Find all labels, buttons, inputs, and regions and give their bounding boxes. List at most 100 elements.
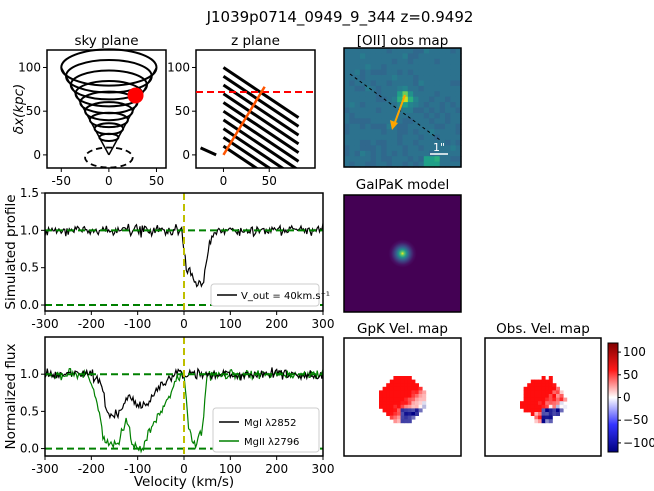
z-plane-slab: [222, 74, 300, 128]
gpk-vel-map-pixel: [389, 408, 394, 413]
oii-map-pixel: [455, 112, 462, 119]
oii-map-pixel: [365, 123, 372, 130]
colorbar-tick-label: 0: [623, 391, 631, 405]
oii-map-pixel: [402, 118, 409, 125]
oii-map-pixel: [434, 91, 441, 98]
obs-vel-map-pixel: [556, 404, 560, 409]
oii-map-pixel: [413, 85, 420, 92]
gpk-vel-map-pixel: [415, 383, 419, 388]
oii-map-pixel: [397, 75, 404, 82]
sky-plane-ytick-label: 50: [26, 104, 41, 118]
oii-map-pixel: [445, 48, 451, 55]
oii-map-pixel: [375, 64, 382, 71]
normalized-flux-ylabel: Normalized flux: [3, 344, 19, 450]
oii-map-pixel: [359, 48, 366, 55]
simulated-profile-ytick-label: 1.5: [20, 186, 39, 200]
oii-map-pixel: [402, 145, 409, 152]
oii-map-pixel: [344, 102, 350, 109]
gpk-vel-map-pixel: [411, 390, 416, 395]
oii-map-pixel: [434, 145, 441, 152]
oii-map-pixel: [344, 161, 350, 168]
gpk-vel-map-pixel: [404, 376, 409, 380]
gpk-vel-map-pixel: [407, 383, 412, 388]
oii-map-pixel: [439, 112, 446, 119]
oii-map-pixel: [359, 118, 366, 125]
obs-vel-map-pixel: [538, 386, 542, 391]
oii-map-pixel: [375, 123, 382, 130]
obs-vel-map-pixel: [538, 383, 542, 388]
gpk-vel-map-pixel: [393, 383, 398, 388]
gpk-vel-map-pixel: [415, 408, 419, 413]
sky-plane-title: sky plane: [74, 33, 138, 49]
gpk-vel-map-pixel: [379, 397, 383, 402]
oii-map-pixel: [445, 156, 451, 163]
simulated-profile-xtick-label: -300: [31, 317, 58, 331]
gpk-vel-map-pixel: [404, 390, 409, 395]
oii-map-pixel: [349, 107, 356, 114]
simulated-profile-xtick-label: -200: [78, 317, 105, 331]
oii-map-pixel: [370, 118, 377, 125]
oii-map-pixel: [445, 102, 451, 109]
oii-map-pixel: [429, 112, 436, 119]
sky-plane-xtick-label: 50: [149, 174, 164, 188]
oii-map-pixel: [359, 112, 366, 119]
obs-vel-map-pixel: [538, 415, 542, 420]
oii-map-pixel: [349, 75, 356, 82]
oii-map-pixel: [386, 129, 393, 136]
oii-map-pixel: [397, 96, 404, 103]
gpk-vel-map-pixel: [415, 397, 419, 402]
oii-map-pixel: [349, 53, 356, 60]
oii-map-pixel: [429, 64, 436, 71]
obs-vel-map-pixel: [559, 404, 564, 409]
oii-map-pixel: [455, 64, 462, 71]
oii-map-pixel: [407, 58, 414, 65]
oii-map-pixel: [407, 64, 414, 71]
galpak-blob: [388, 239, 417, 268]
oii-map-pixel: [439, 145, 446, 152]
oii-map-pixel: [429, 53, 436, 60]
gpk-vel-map-pixel: [411, 412, 416, 416]
obs-vel-map-pixel: [534, 408, 539, 413]
oii-map-pixel: [370, 64, 377, 71]
oii-map-pixel: [439, 69, 446, 76]
oii-map-pixel: [344, 69, 350, 76]
gpk-vel-map-pixel: [386, 394, 391, 398]
z-plane-slab: [222, 83, 300, 137]
oii-map-pixel: [445, 80, 451, 87]
oii-map-pixel: [344, 129, 350, 136]
oii-map-pixel: [407, 139, 414, 146]
oii-map-pixel: [445, 161, 451, 168]
oii-map-pixel: [370, 139, 377, 146]
oii-map-pixel: [450, 118, 457, 125]
obs-vel-map-pixel: [545, 408, 550, 413]
oii-map-pixel: [429, 156, 436, 163]
oii-map-pixel: [455, 58, 462, 65]
oii-map-pixel: [344, 48, 350, 55]
oii-map-pixel: [397, 91, 404, 98]
oii-map-pixel: [391, 145, 398, 152]
oii-map-pixel: [365, 69, 372, 76]
oii-map-pixel: [349, 80, 356, 87]
oii-map-pixel: [397, 85, 404, 92]
obs-vel-map-pixel: [541, 394, 546, 398]
oii-map-arrowhead: [390, 120, 398, 130]
oii-map-pixel: [445, 64, 451, 71]
gpk-vel-map-pixel: [407, 401, 412, 406]
obs-vel-map-pixel: [548, 412, 553, 416]
oii-map-pixel: [386, 91, 393, 98]
oii-map-pixel: [359, 134, 366, 141]
oii-map-pixel: [359, 96, 366, 103]
oii-map-pixel: [349, 156, 356, 163]
galpak-model-title: GalPaK model: [356, 177, 449, 193]
oii-map-pixel: [391, 112, 398, 119]
obs-vel-map-pixel: [545, 404, 550, 409]
oii-map-pixel: [344, 123, 350, 130]
gpk-vel-map-pixel: [415, 394, 419, 398]
oii-map-pixel: [359, 91, 366, 98]
oii-map-pixel: [423, 64, 430, 71]
oii-map-pixel: [375, 69, 382, 76]
flux-legend-label: MgII λ2796: [244, 437, 299, 448]
oii-map-pixel: [434, 123, 441, 130]
oii-map-pixel: [370, 53, 377, 60]
oii-map-pixel: [418, 161, 425, 168]
